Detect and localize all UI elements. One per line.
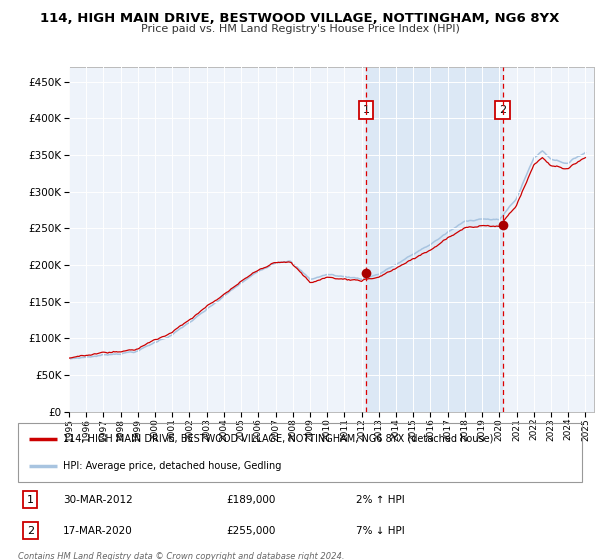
Text: £189,000: £189,000: [227, 495, 276, 505]
Text: £255,000: £255,000: [227, 526, 276, 535]
Text: 2: 2: [499, 105, 506, 115]
Text: 2% ↑ HPI: 2% ↑ HPI: [356, 495, 405, 505]
Text: 114, HIGH MAIN DRIVE, BESTWOOD VILLAGE, NOTTINGHAM, NG6 8YX (detached house): 114, HIGH MAIN DRIVE, BESTWOOD VILLAGE, …: [63, 433, 493, 444]
Text: 114, HIGH MAIN DRIVE, BESTWOOD VILLAGE, NOTTINGHAM, NG6 8YX: 114, HIGH MAIN DRIVE, BESTWOOD VILLAGE, …: [40, 12, 560, 25]
Text: HPI: Average price, detached house, Gedling: HPI: Average price, detached house, Gedl…: [63, 461, 281, 471]
Text: 2: 2: [27, 526, 34, 535]
Text: 7% ↓ HPI: 7% ↓ HPI: [356, 526, 405, 535]
Text: 1: 1: [27, 495, 34, 505]
Text: Price paid vs. HM Land Registry's House Price Index (HPI): Price paid vs. HM Land Registry's House …: [140, 24, 460, 34]
Text: 30-MAR-2012: 30-MAR-2012: [63, 495, 133, 505]
Text: 1: 1: [362, 105, 370, 115]
Text: Contains HM Land Registry data © Crown copyright and database right 2024.
This d: Contains HM Land Registry data © Crown c…: [18, 552, 344, 560]
Text: 17-MAR-2020: 17-MAR-2020: [63, 526, 133, 535]
